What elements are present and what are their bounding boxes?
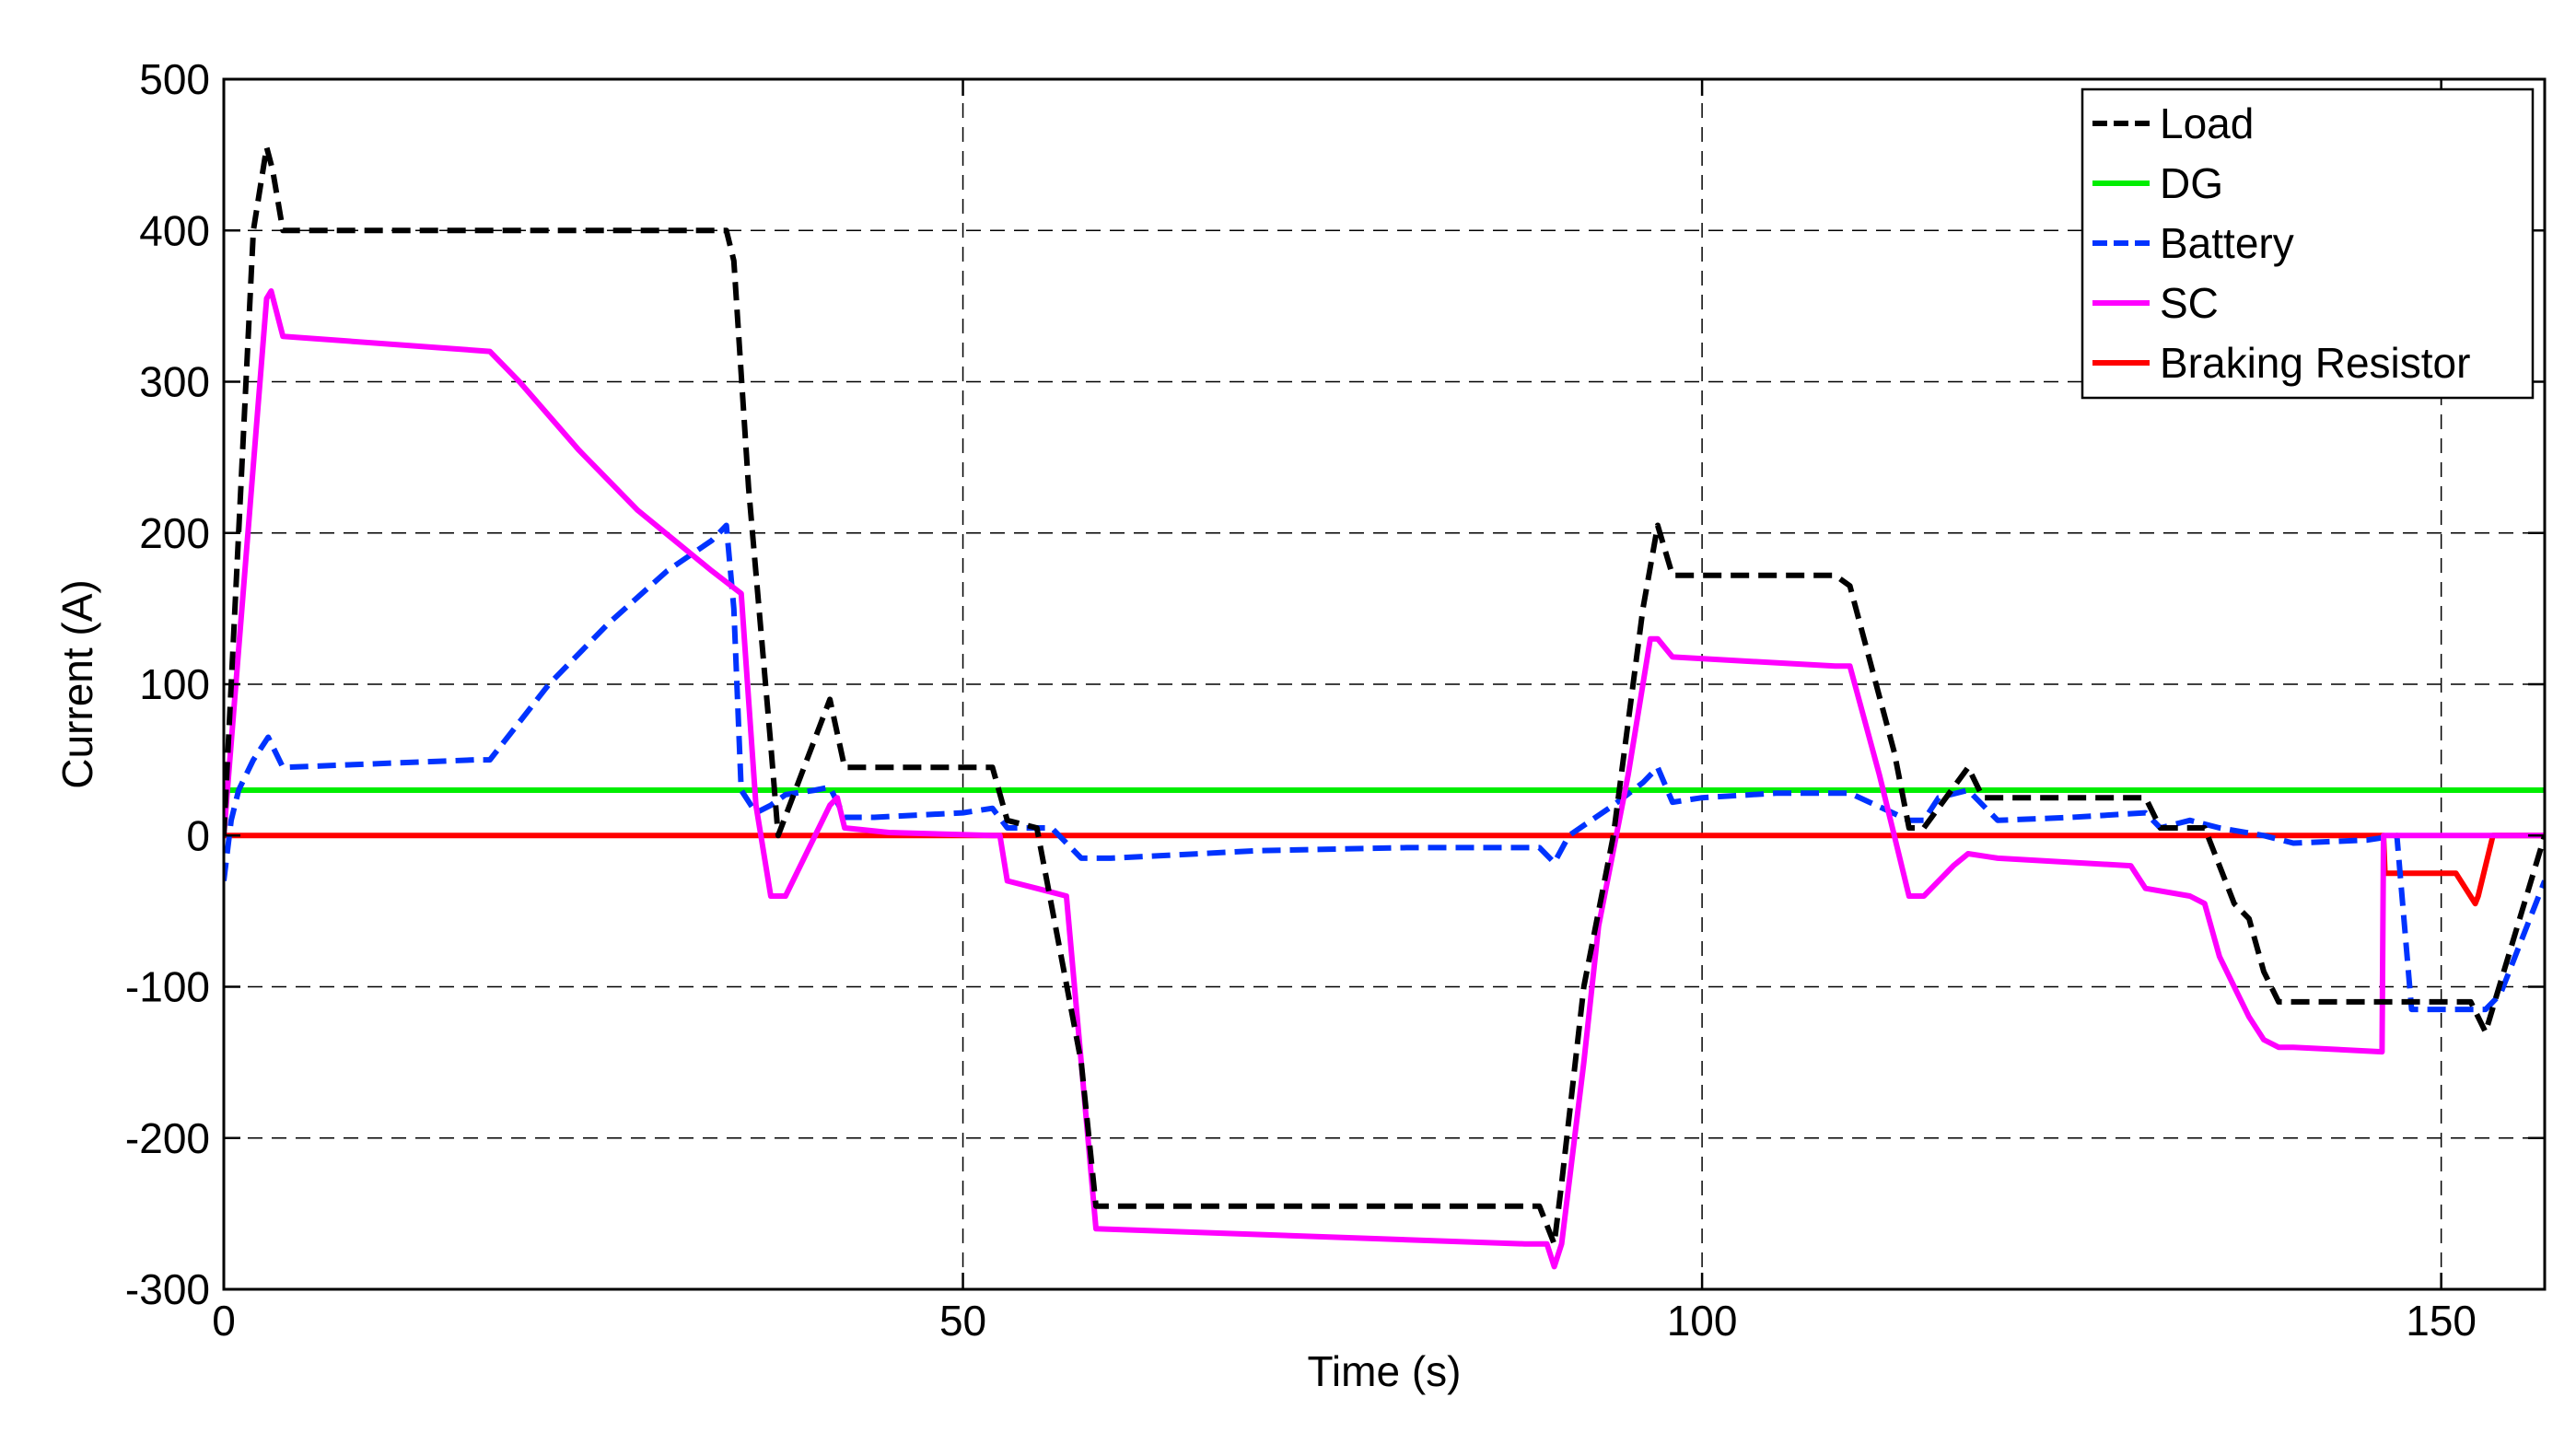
x-tick-label: 100 [1667,1297,1738,1345]
legend-box [2081,87,2535,400]
series-layer [224,144,2545,1270]
legend-label-load: Load [2160,99,2254,147]
axis-ticks [222,77,2545,1291]
y-tick-label: 400 [139,206,210,254]
series-line-load [224,144,2545,1247]
legend-label-battery: Battery [2160,219,2294,267]
y-tick-label: 500 [139,55,210,103]
series-line-sc [224,288,2545,1270]
y-tick-label: -100 [125,963,210,1011]
series-line-battery [224,522,2545,1013]
x-tick-labels: 0 50 100 150 [212,1297,2477,1345]
y-axis-label: Current (A) [53,579,101,788]
legend-label-dg: DG [2160,159,2223,207]
x-tick-label: 50 [939,1297,986,1345]
x-tick-label: 0 [212,1297,236,1345]
y-tick-label: 200 [139,509,210,557]
x-tick-label: 150 [2406,1297,2477,1345]
y-tick-label: 0 [186,811,210,859]
legend: Load DG Battery SC Braking Resistor [2081,87,2535,400]
y-tick-label: -300 [125,1265,210,1313]
legend-label-sc: SC [2160,279,2219,327]
legend-label-braking-resistor: Braking Resistor [2160,339,2470,387]
y-tick-label: 100 [139,660,210,708]
y-tick-labels: -300 -200 -100 0 100 200 300 400 500 [125,55,210,1313]
x-axis-label: Time (s) [1308,1347,1462,1395]
y-tick-label: -200 [125,1114,210,1162]
grid-lines [224,79,2545,1289]
y-tick-label: 300 [139,358,210,406]
